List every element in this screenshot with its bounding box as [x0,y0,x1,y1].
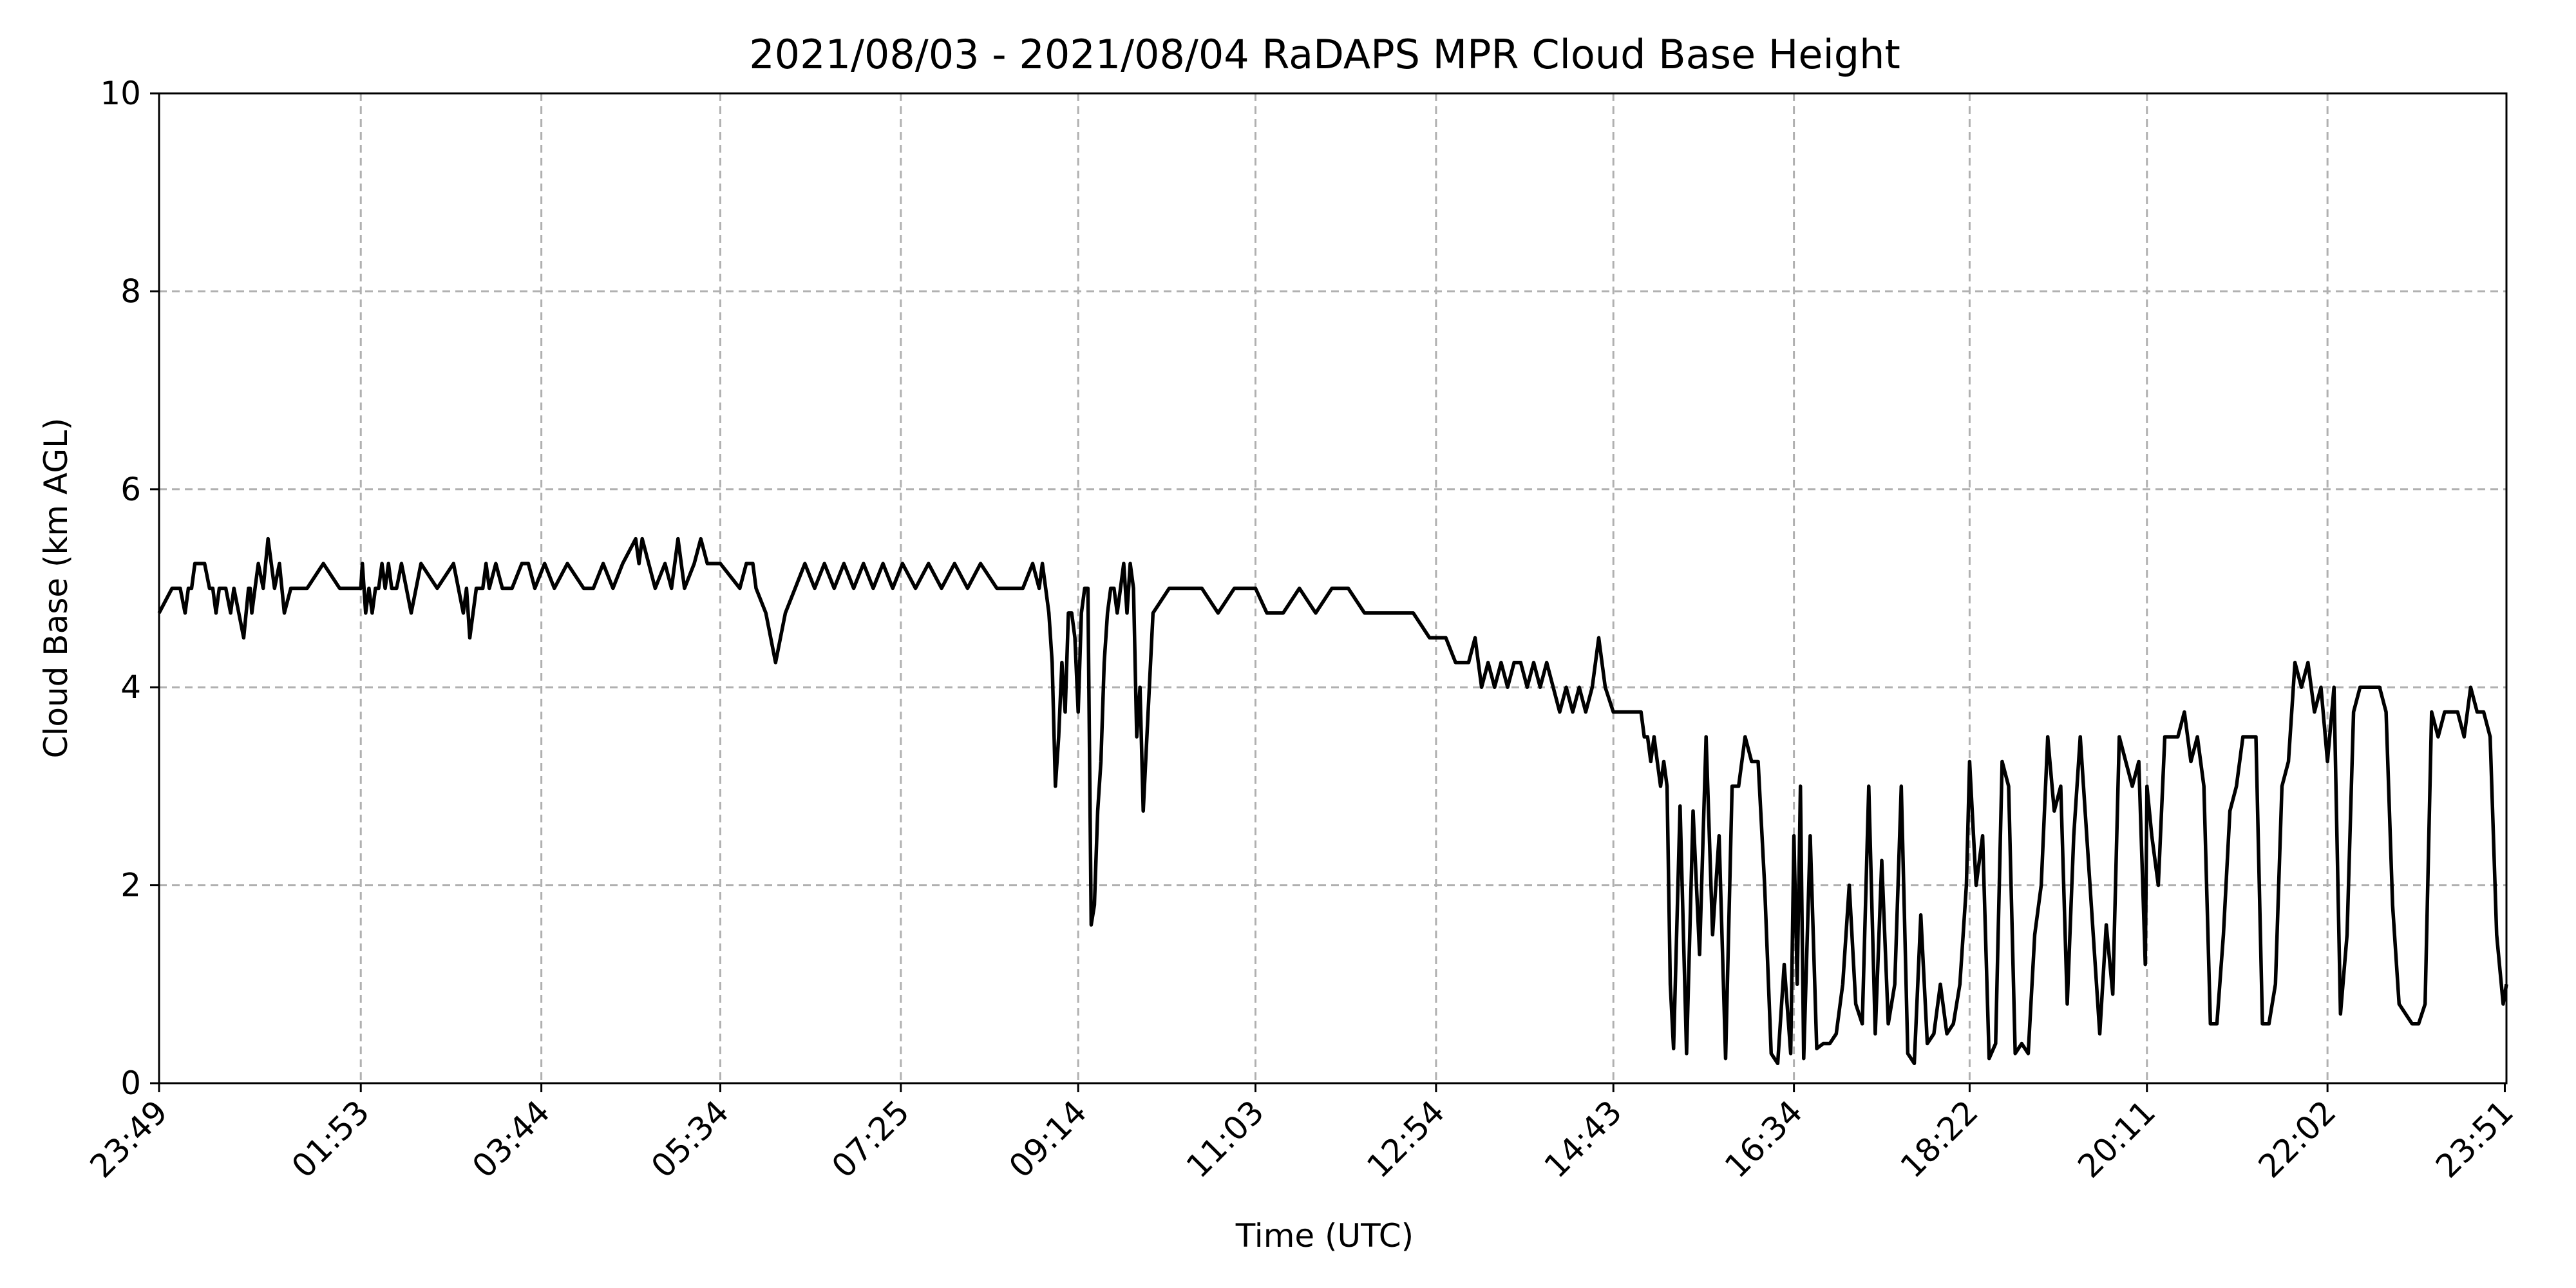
y-tick-label: 0 [120,1065,141,1102]
series-layer [157,536,2508,1066]
x-tick-label: 01:53 [285,1093,377,1185]
chart-title: 2021/08/03 - 2021/08/04 RaDAPS MPR Cloud… [749,31,1900,78]
x-tick-label: 03:44 [465,1093,557,1185]
x-tick-label: 22:02 [2251,1093,2344,1185]
x-tick-label: 23:49 [83,1093,175,1185]
x-axis-ticks: 23:49 01:53 03:44 05:34 07:25 09:14 11:03 12:54… [83,1083,2521,1185]
x-tick-label: 20:11 [2070,1093,2163,1185]
x-tick-label: 07:25 [824,1093,916,1185]
x-tick-label: 09:14 [1002,1093,1094,1185]
x-tick-label: 18:22 [1893,1093,1985,1185]
plot-frame [158,92,2508,1084]
x-axis-label: Time (UTC) [1235,1217,1414,1255]
x-tick-label: 14:43 [1537,1093,1629,1185]
x-tick-label: 12:54 [1359,1093,1452,1185]
x-tick-label: 05:34 [644,1093,736,1185]
x-tick-label: 11:03 [1179,1093,1271,1185]
cloud-base-series-line [157,536,2508,1066]
y-axis-ticks: 0 2 4 6 8 10 [100,75,159,1102]
y-tick-label: 8 [120,272,141,310]
y-tick-label: 6 [120,471,141,508]
y-axis-label: Cloud Base (km AGL) [37,418,75,759]
x-tick-label: 23:51 [2429,1093,2521,1185]
y-tick-label: 10 [100,75,141,112]
x-tick-label: 16:34 [1718,1093,1810,1185]
y-tick-label: 4 [120,668,141,706]
y-tick-label: 2 [120,867,141,904]
